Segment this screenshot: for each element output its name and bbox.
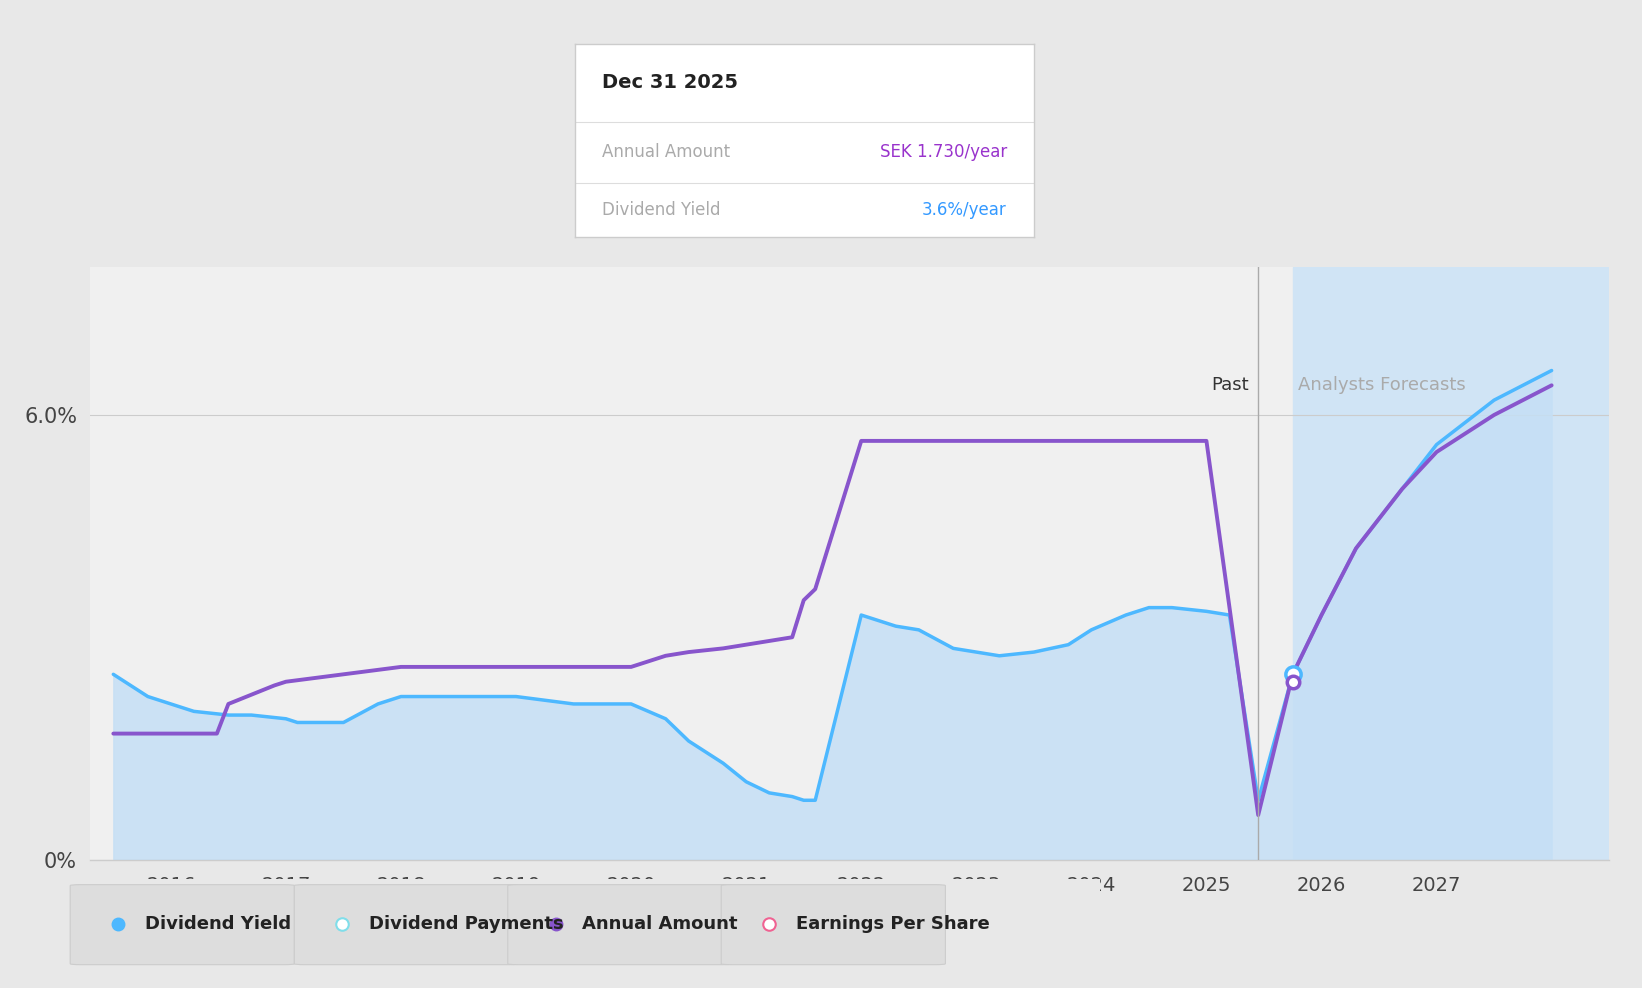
Bar xyxy=(1292,267,1609,860)
Text: Dec 31 2025: Dec 31 2025 xyxy=(603,73,739,93)
Text: Dividend Yield: Dividend Yield xyxy=(144,915,291,933)
Text: Past: Past xyxy=(1212,376,1250,394)
FancyBboxPatch shape xyxy=(507,884,732,964)
Text: Annual Amount: Annual Amount xyxy=(583,915,737,933)
Text: 3.6%/year: 3.6%/year xyxy=(923,202,1007,219)
Text: SEK 1.730/year: SEK 1.730/year xyxy=(880,143,1007,161)
FancyBboxPatch shape xyxy=(721,884,946,964)
Text: Earnings Per Share: Earnings Per Share xyxy=(796,915,990,933)
Text: Analysts Forecasts: Analysts Forecasts xyxy=(1299,376,1466,394)
FancyBboxPatch shape xyxy=(71,884,294,964)
Text: Dividend Payments: Dividend Payments xyxy=(369,915,563,933)
FancyBboxPatch shape xyxy=(294,884,519,964)
Text: Annual Amount: Annual Amount xyxy=(603,143,731,161)
Text: Dividend Yield: Dividend Yield xyxy=(603,202,721,219)
